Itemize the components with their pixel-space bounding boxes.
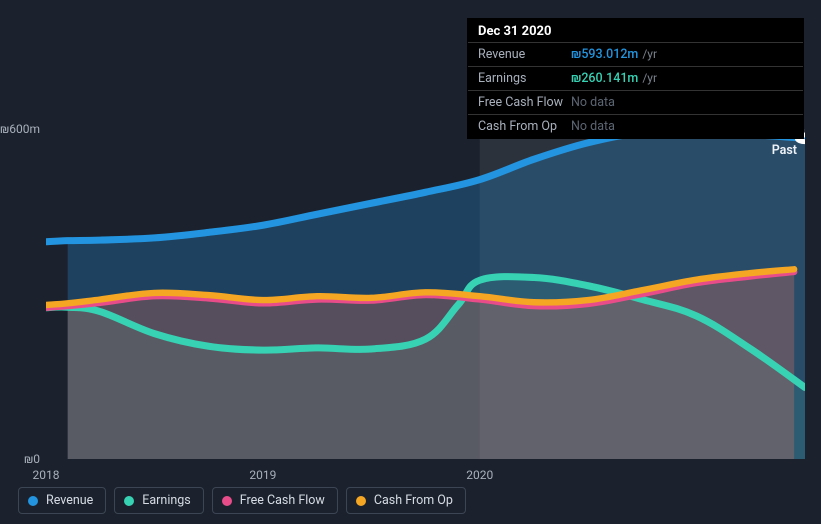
tooltip-title: Dec 31 2020 <box>468 19 803 42</box>
legend-label: Revenue <box>46 493 93 508</box>
tooltip-row: Revenue₪593.012m/yr <box>468 42 803 66</box>
tooltip-row-value: No data <box>571 95 615 110</box>
y-axis-label: ₪0 <box>24 452 40 466</box>
legend-dot-icon <box>28 496 38 506</box>
tooltip-row-label: Cash From Op <box>478 119 571 134</box>
y-axis-label: ₪600m <box>0 122 40 136</box>
past-label: Past <box>772 143 797 158</box>
tooltip-row-value: ₪260.141m/yr <box>571 71 657 86</box>
legend-item[interactable]: Revenue <box>18 487 106 514</box>
legend-label: Free Cash Flow <box>240 493 325 508</box>
x-axis-label: 2019 <box>249 468 276 482</box>
tooltip-row: Earnings₪260.141m/yr <box>468 66 803 90</box>
x-axis: 201820192020 <box>46 464 805 484</box>
tooltip-row: Cash From OpNo data <box>468 114 803 138</box>
legend-label: Earnings <box>142 493 190 508</box>
x-axis-label: 2020 <box>466 468 493 482</box>
legend-dot-icon <box>356 496 366 506</box>
tooltip-row: Free Cash FlowNo data <box>468 90 803 114</box>
x-axis-label: 2018 <box>33 468 60 482</box>
legend-item[interactable]: Free Cash Flow <box>212 487 338 514</box>
legend-item[interactable]: Cash From Op <box>346 487 466 514</box>
tooltip-row-value: ₪593.012m/yr <box>571 47 657 62</box>
chart-legend: Revenue Earnings Free Cash Flow Cash From O… <box>18 487 466 514</box>
tooltip-row-label: Revenue <box>478 47 571 62</box>
chart-plot[interactable]: Past <box>46 129 805 459</box>
legend-dot-icon <box>124 496 134 506</box>
chart-area: ₪0₪600m Past 201820192020 <box>18 122 805 484</box>
legend-dot-icon <box>222 496 232 506</box>
legend-item[interactable]: Earnings <box>114 487 203 514</box>
tooltip-row-label: Earnings <box>478 71 571 86</box>
tooltip-row-label: Free Cash Flow <box>478 95 571 110</box>
legend-label: Cash From Op <box>374 493 453 508</box>
chart-tooltip: Dec 31 2020 Revenue₪593.012m/yrEarnings₪… <box>467 18 804 139</box>
tooltip-row-value: No data <box>571 119 615 134</box>
